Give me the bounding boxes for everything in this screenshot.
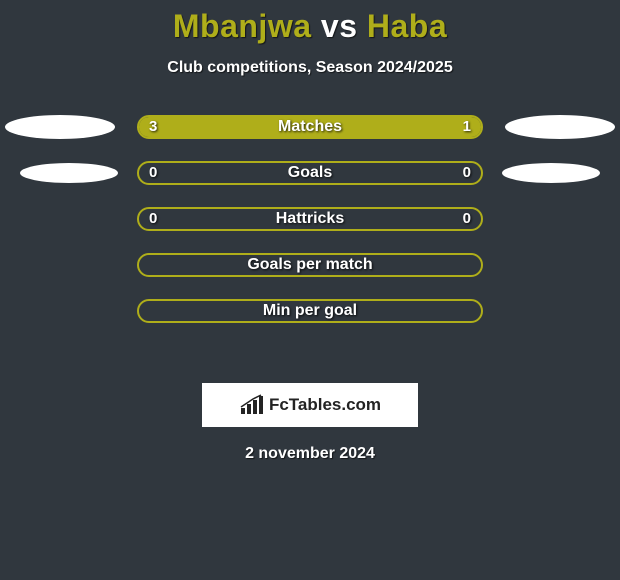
comparison-title: Mbanjwa vs Haba xyxy=(0,0,620,45)
date-line: 2 november 2024 xyxy=(0,445,620,463)
stat-bar: 0 0Hattricks xyxy=(137,207,483,231)
stat-row: 0 0Hattricks xyxy=(0,207,620,231)
stat-value-right: 0 xyxy=(463,163,471,183)
stat-label: Hattricks xyxy=(139,209,481,229)
stat-value-left: 0 xyxy=(149,163,157,183)
stat-label: Goals per match xyxy=(139,255,481,275)
player1-marker xyxy=(20,163,118,183)
brand-box: FcTables.com xyxy=(202,383,418,427)
stat-bar: Min per goal xyxy=(137,299,483,323)
stat-bar-fill-right xyxy=(396,117,482,137)
brand-text: FcTables.com xyxy=(269,395,381,415)
player1-marker xyxy=(5,115,115,139)
stat-label: Goals xyxy=(139,163,481,183)
subtitle: Club competitions, Season 2024/2025 xyxy=(0,59,620,77)
player2-marker xyxy=(505,115,615,139)
stat-row: 0 0Goals xyxy=(0,161,620,185)
player2-marker xyxy=(502,163,600,183)
player2-name: Haba xyxy=(367,8,447,44)
stats-chart: 31Matches00Goals00HattricksGoals per mat… xyxy=(0,115,620,375)
stat-bar: 0 0Goals xyxy=(137,161,483,185)
brand-chart-icon xyxy=(239,394,265,416)
stat-value-left: 0 xyxy=(149,209,157,229)
vs-separator: vs xyxy=(321,8,358,44)
stat-row: Goals per match xyxy=(0,253,620,277)
stat-bar: 31Matches xyxy=(137,115,483,139)
stat-label: Min per goal xyxy=(139,301,481,321)
stat-row: 31Matches xyxy=(0,115,620,139)
player1-name: Mbanjwa xyxy=(173,8,312,44)
stat-row: Min per goal xyxy=(0,299,620,323)
stat-value-right: 0 xyxy=(463,209,471,229)
stat-bar: Goals per match xyxy=(137,253,483,277)
stat-bar-fill-left xyxy=(139,117,396,137)
